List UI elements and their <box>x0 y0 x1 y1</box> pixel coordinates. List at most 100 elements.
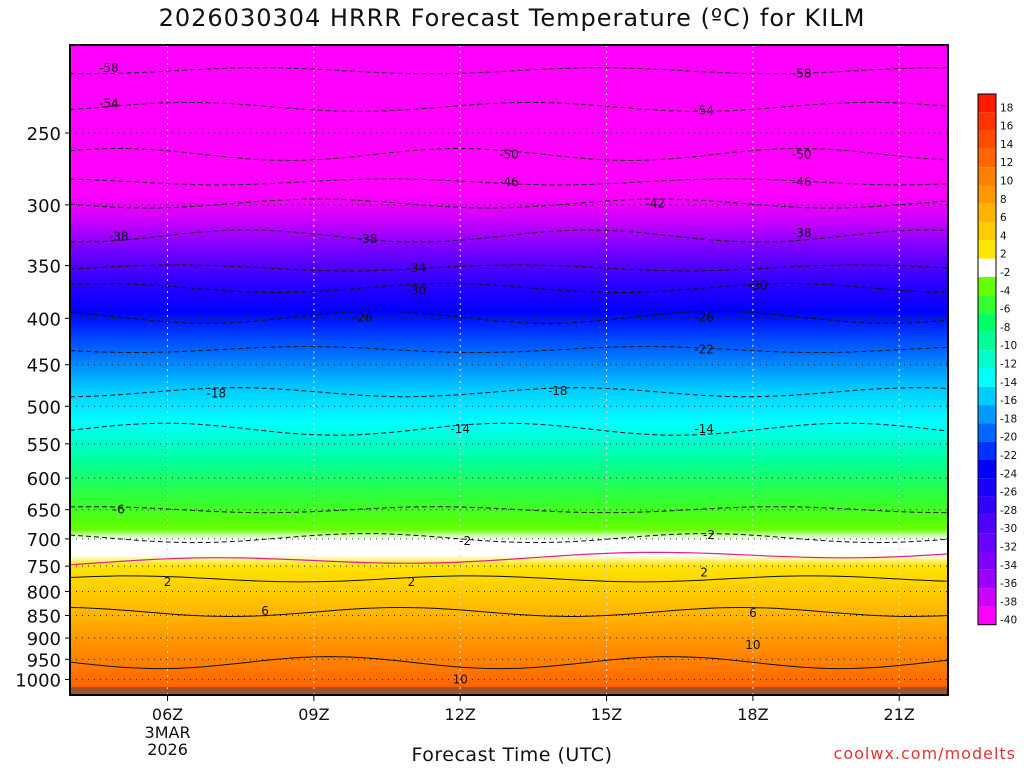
colorbar-swatch <box>978 569 996 589</box>
contour-label: -38 <box>792 226 812 240</box>
contour-label: -54 <box>694 103 714 117</box>
colorbar-swatch <box>978 551 996 570</box>
colorbar-swatch <box>978 386 996 406</box>
colorbar-label: -20 <box>1000 432 1017 444</box>
contour-line <box>69 198 949 209</box>
y-tick-label: 550 <box>27 435 61 456</box>
colorbar-label: -22 <box>1000 450 1017 462</box>
colorbar-label: -4 <box>1000 285 1011 297</box>
y-tick-label: 900 <box>27 629 61 650</box>
contour-label: 10 <box>453 673 468 687</box>
contour-label: -46 <box>792 175 812 189</box>
contour-label: 10 <box>745 638 760 652</box>
y-tick-label: 250 <box>27 124 61 145</box>
y-tick-label: 300 <box>27 196 61 217</box>
contour-line <box>70 229 949 243</box>
y-tick-label: 400 <box>27 309 61 330</box>
colorbar-swatch <box>978 258 996 277</box>
plot-frame <box>69 44 949 696</box>
colorbar-label: 16 <box>1000 121 1014 133</box>
contour-label: -50 <box>792 147 812 161</box>
x-tick-label: 18Z <box>737 705 768 724</box>
colorbar-swatch <box>978 295 996 314</box>
colorbar-label: 6 <box>1000 212 1007 224</box>
contour-label: -14 <box>694 422 714 436</box>
colorbar-label: -34 <box>1000 560 1017 572</box>
y-tick-label: 450 <box>27 356 61 377</box>
colorbar-label: 2 <box>1000 249 1007 261</box>
contour-label: 6 <box>749 606 757 620</box>
colorbar-label: -18 <box>1000 413 1017 425</box>
contour-label: -2 <box>703 528 715 542</box>
contour-line <box>69 283 949 294</box>
colorbar-label: -10 <box>1000 340 1017 352</box>
contour-line <box>69 506 949 514</box>
colorbar-label: -36 <box>1000 578 1017 590</box>
colorbar-label: 18 <box>1000 102 1013 114</box>
contour-label: -26 <box>694 310 714 324</box>
contour-label: -38 <box>109 229 129 243</box>
contour-label: -30 <box>748 278 768 292</box>
colorbar-label: -6 <box>1000 304 1011 316</box>
colorbar-swatch <box>978 496 996 515</box>
contour-line <box>69 310 949 324</box>
contour-line <box>69 147 949 162</box>
colorbar-swatch <box>978 460 996 479</box>
colorbar-swatch <box>978 478 996 497</box>
colorbar-label: -30 <box>1000 523 1017 535</box>
y-tick-label: 700 <box>27 530 61 551</box>
colorbar-swatch <box>978 514 996 534</box>
contour-label: -2 <box>459 534 471 548</box>
colorbar-label: -28 <box>1000 505 1017 517</box>
colorbar-label: -14 <box>1000 377 1017 389</box>
contour-label: -14 <box>450 422 470 436</box>
contour-line <box>69 101 949 112</box>
freezing-line <box>69 551 949 566</box>
chart-title: 2026030304 HRRR Forecast Temperature (ºC… <box>158 4 866 32</box>
contour-line <box>69 387 949 398</box>
colorbar-label: -8 <box>1000 322 1010 334</box>
colorbar-label: -16 <box>1000 395 1017 407</box>
contour-label: -34 <box>407 261 427 275</box>
y-tick-label: 350 <box>27 257 61 278</box>
colorbar-label: -12 <box>1000 359 1017 371</box>
y-tick-label: 850 <box>27 606 61 627</box>
y-tick-label: 750 <box>27 557 61 578</box>
contour-label: -58 <box>792 67 812 81</box>
colorbar-label: -24 <box>1000 468 1017 480</box>
y-tick-label: 1000 <box>15 671 61 692</box>
credit-text: coolwx.com/modelts <box>833 744 1016 763</box>
contour-label: -22 <box>694 343 714 357</box>
x-tick-label: 06Z <box>152 705 183 724</box>
colorbar-swatch <box>978 185 996 204</box>
contour-label: -58 <box>99 61 119 75</box>
x-axis-label: Forecast Time (UTC) <box>411 744 613 766</box>
colorbar-label: -40 <box>1000 615 1017 627</box>
contour-label: -38 <box>358 232 378 246</box>
colorbar-swatch <box>978 130 996 149</box>
contour-label: 2 <box>408 575 416 589</box>
colorbar-label: 8 <box>1000 194 1007 206</box>
y-tick-label: 600 <box>27 469 61 490</box>
colorbar-label: 10 <box>1000 176 1013 188</box>
surface-band <box>70 687 948 695</box>
colorbar-swatch <box>978 606 996 625</box>
colorbar-swatch <box>978 441 996 460</box>
contour-label: 2 <box>164 575 172 589</box>
temperature-field <box>70 45 948 695</box>
contour-label: 2 <box>700 565 708 579</box>
x-tick-sublabel: 2026 <box>147 740 188 759</box>
contour-label: -18 <box>548 384 568 398</box>
colorbar-label: -38 <box>1000 596 1017 608</box>
y-tick-label: 950 <box>27 650 61 671</box>
contour-label: -50 <box>499 147 519 161</box>
colorbar-swatch <box>978 148 996 168</box>
colorbar-swatch <box>978 240 996 259</box>
y-tick-label: 800 <box>27 583 61 604</box>
contour-label: -54 <box>99 97 119 111</box>
x-tick-label: 12Z <box>445 705 476 724</box>
y-tick-label: 500 <box>27 397 61 418</box>
colorbar-swatch <box>978 588 996 607</box>
colorbar-swatch <box>978 94 996 113</box>
colorbar-label: 12 <box>1000 157 1013 169</box>
